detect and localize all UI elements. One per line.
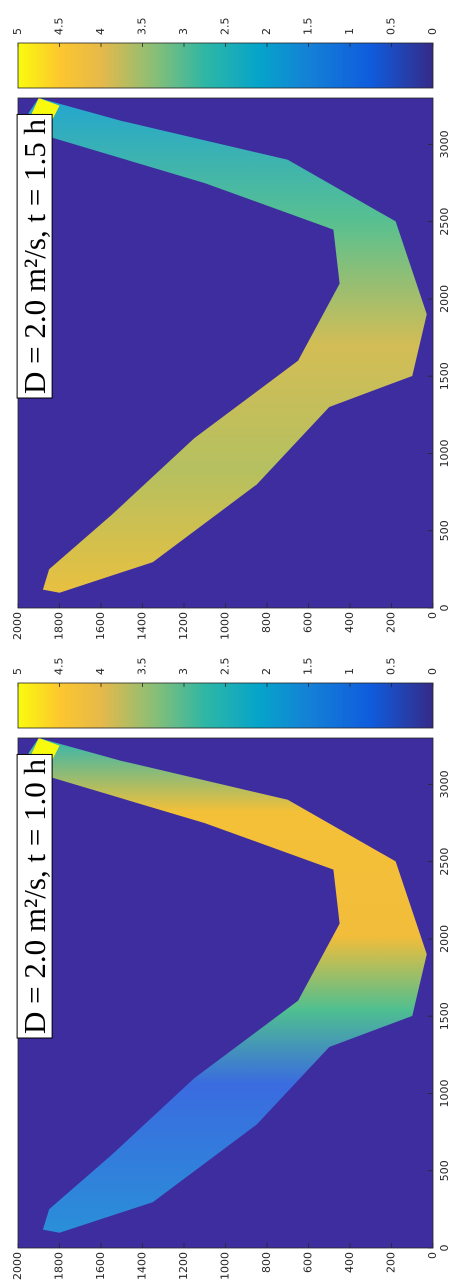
- colorbar-tick-label: 1.5: [302, 18, 315, 36]
- colorbar-tick-label: 4.5: [53, 658, 66, 676]
- y-tick-label: 400: [343, 612, 356, 633]
- colorbar-tick-label: 1: [343, 668, 356, 675]
- y-tick-label: 1600: [94, 612, 107, 640]
- x-tick-label: 500: [438, 1160, 451, 1181]
- x-tick-label: 0: [438, 605, 451, 612]
- x-tick-label: 3000: [438, 130, 451, 158]
- y-tick-label: 600: [302, 1252, 315, 1273]
- y-tick-label: 200: [385, 1252, 398, 1273]
- plume: [28, 738, 427, 1233]
- colorbar-tick-label: 2.5: [219, 18, 232, 36]
- colorbar-tick-label: 3: [177, 668, 190, 675]
- colorbar-tick-label: 3: [177, 28, 190, 35]
- colorbar: [17, 682, 434, 729]
- annotation-box: [16, 753, 53, 1039]
- x-tick-label: 2000: [438, 925, 451, 953]
- colorbar-tick-label: 0: [426, 668, 439, 675]
- y-tick-label: 800: [260, 612, 273, 633]
- plume: [28, 98, 427, 593]
- colorbar-tick-label: 5: [11, 28, 24, 35]
- x-tick-label: 3000: [438, 770, 451, 798]
- colorbar-tick-label: 2: [260, 28, 273, 35]
- colorbar-tick-label: 2.5: [219, 658, 232, 676]
- y-tick-label: 1800: [53, 612, 66, 640]
- y-tick-label: 1400: [136, 1252, 149, 1280]
- annotation: D = 2.0 m²/s, t = 1.0 h: [17, 758, 52, 1034]
- colorbar-tick-label: 0.5: [385, 18, 398, 36]
- colorbar-tick-label: 3.5: [136, 18, 149, 36]
- y-tick-label: 0: [426, 612, 439, 619]
- x-tick-label: 1000: [438, 1079, 451, 1107]
- y-tick-label: 2000: [11, 1252, 24, 1280]
- figure-body: 0500100015002000250030000200400600800100…: [11, 18, 451, 1281]
- annotation-box: [16, 113, 53, 399]
- colorbar-tick-label: 0.5: [385, 658, 398, 676]
- x-tick-label: 1500: [438, 362, 451, 390]
- y-tick-label: 1400: [136, 612, 149, 640]
- y-tick-label: 800: [260, 1252, 273, 1273]
- colorbar-tick-label: 1: [343, 28, 356, 35]
- x-tick-label: 2500: [438, 208, 451, 236]
- x-tick-label: 1000: [438, 439, 451, 467]
- colorbar-tick-label: 4: [94, 28, 107, 35]
- y-tick-label: 0: [426, 1252, 439, 1259]
- y-tick-label: 2000: [11, 612, 24, 640]
- annotation: D = 2.0 m²/s, t = 1.5 h: [17, 118, 52, 394]
- x-tick-label: 1500: [438, 1002, 451, 1030]
- y-tick-label: 1200: [177, 1252, 190, 1280]
- colorbar-tick-label: 5: [11, 668, 24, 675]
- y-tick-label: 600: [302, 612, 315, 633]
- colorbar-tick-label: 0: [426, 28, 439, 35]
- y-tick-label: 1800: [53, 1252, 66, 1280]
- y-tick-label: 1000: [219, 1252, 232, 1280]
- y-tick-label: 1600: [94, 1252, 107, 1280]
- colorbar-tick-label: 4: [94, 668, 107, 675]
- x-tick-label: 500: [438, 520, 451, 541]
- colorbar-tick-label: 4.5: [53, 18, 66, 36]
- colorbar: [17, 42, 434, 89]
- colorbar-tick-label: 3.5: [136, 658, 149, 676]
- colorbar-tick-label: 2: [260, 668, 273, 675]
- colorbar-tick-label: 1.5: [302, 658, 315, 676]
- y-tick-label: 1000: [219, 612, 232, 640]
- x-tick-label: 2000: [438, 285, 451, 313]
- y-tick-label: 1200: [177, 612, 190, 640]
- y-tick-label: 200: [385, 612, 398, 633]
- x-tick-label: 0: [438, 1245, 451, 1252]
- y-tick-label: 400: [343, 1252, 356, 1273]
- x-tick-label: 2500: [438, 848, 451, 876]
